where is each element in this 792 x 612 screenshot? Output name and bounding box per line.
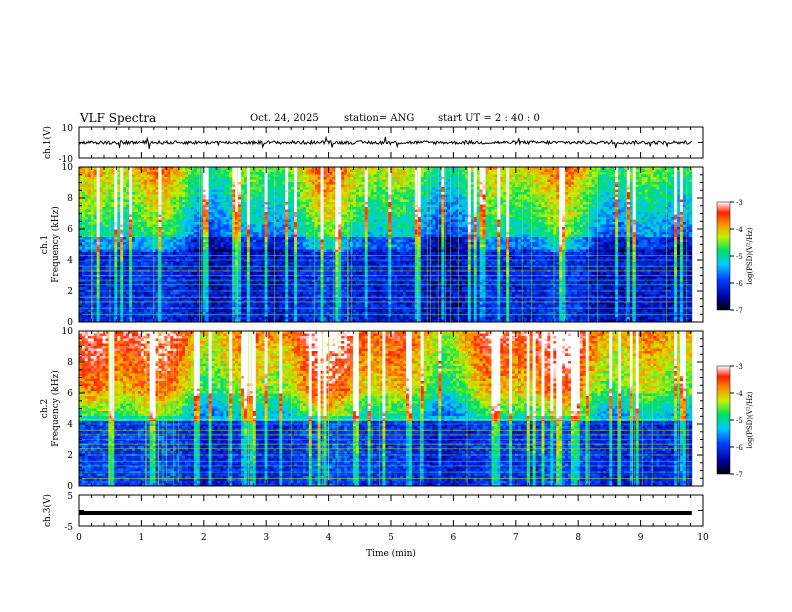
ch1-spectrogram-ylabel: Frequency (kHz) [50, 206, 61, 283]
ch1-spectrogram-colorbar-tick: -4 [736, 226, 743, 234]
ch1-spectrogram-colorbar-tick: -5 [736, 253, 743, 261]
ch1-spectrogram-ytick-label: 6 [67, 225, 73, 235]
ch1-spectrogram-ytick-label: 8 [67, 194, 73, 204]
ch1-spectrogram-colorbar-label: log(PSD)(V²/Hz) [746, 227, 754, 284]
ch1-spectrogram-ytick-label: 4 [67, 256, 73, 266]
ch2-colorbar [716, 365, 731, 475]
x-tick-label: 6 [451, 533, 457, 543]
chart-title: VLF Spectra [80, 111, 156, 125]
ch1-spectrogram-colorbar-tick: -7 [736, 307, 743, 315]
ch2-spectrogram-channel-label: ch.2 [40, 399, 50, 418]
ch2-spectrogram-colorbar-label: log(PSD)(V²/Hz) [746, 391, 754, 448]
ch1-spectrogram-image [79, 167, 693, 322]
ch1-waveform-line [78, 135, 693, 150]
x-axis-label: Time (min) [366, 548, 416, 559]
ch2-spectrogram-ytick-label: 4 [67, 420, 73, 430]
x-tick-label: 0 [76, 533, 82, 543]
ch2-spectrogram-ytick-label: 2 [67, 451, 73, 461]
ch1-spectrogram-colorbar-tick: -3 [736, 199, 743, 207]
x-tick-label: 5 [388, 533, 394, 543]
x-tick-label: 1 [139, 533, 145, 543]
ch3-waveform-ytick-bottom: -5 [64, 523, 73, 533]
ch3-waveform-label: ch.3(V) [42, 494, 53, 527]
ch2-spectrogram-colorbar-tick: -5 [736, 417, 743, 425]
header-station: station= ANG [344, 113, 414, 124]
ch1-spectrogram-colorbar-tick: -6 [736, 280, 743, 288]
ch1-spectrogram-ytick-label: 0 [67, 318, 73, 328]
x-tick-label: 9 [638, 533, 644, 543]
ch2-spectrogram-ytick-label: 8 [67, 358, 73, 368]
ch2-spectrogram-colorbar-tick: -7 [736, 471, 743, 479]
ch2-spectrogram-colorbar-tick: -3 [736, 363, 743, 371]
ch2-spectrogram-image [79, 331, 693, 486]
ch3-waveform-ytick-top: 5 [67, 492, 73, 502]
ch2-spectrogram-ylabel: Frequency (kHz) [50, 370, 61, 447]
ch2-spectrogram-colorbar-tick: -6 [736, 444, 743, 452]
ch1-spectrogram-ytick-label: 2 [67, 287, 73, 297]
x-tick-label: 7 [513, 533, 519, 543]
ch1-waveform-ytick-bottom: -10 [59, 155, 74, 165]
ch1-waveform-ytick-top: 10 [62, 124, 74, 134]
x-tick-label: 2 [201, 533, 207, 543]
ch2-spectrogram-colorbar-tick: -4 [736, 390, 743, 398]
ch3-waveform-line [79, 511, 692, 515]
x-tick-label: 10 [697, 533, 709, 543]
header-start-time: start UT = 2 : 40 : 0 [438, 113, 540, 124]
ch2-spectrogram-ytick-label: 6 [67, 389, 73, 399]
x-tick-label: 8 [575, 533, 581, 543]
ch1-spectrogram-ytick-label: 10 [62, 163, 74, 173]
ch1-waveform-label: ch.1(V) [42, 126, 53, 159]
ch1-spectrogram-channel-label: ch.1 [40, 235, 50, 254]
header-date: Oct. 24, 2025 [250, 113, 319, 124]
ch1-colorbar [716, 201, 731, 311]
ch2-spectrogram-ytick-label: 10 [62, 327, 74, 337]
x-tick-label: 3 [263, 533, 269, 543]
x-tick-label: 4 [326, 533, 332, 543]
ch2-spectrogram-ytick-label: 0 [67, 482, 73, 492]
